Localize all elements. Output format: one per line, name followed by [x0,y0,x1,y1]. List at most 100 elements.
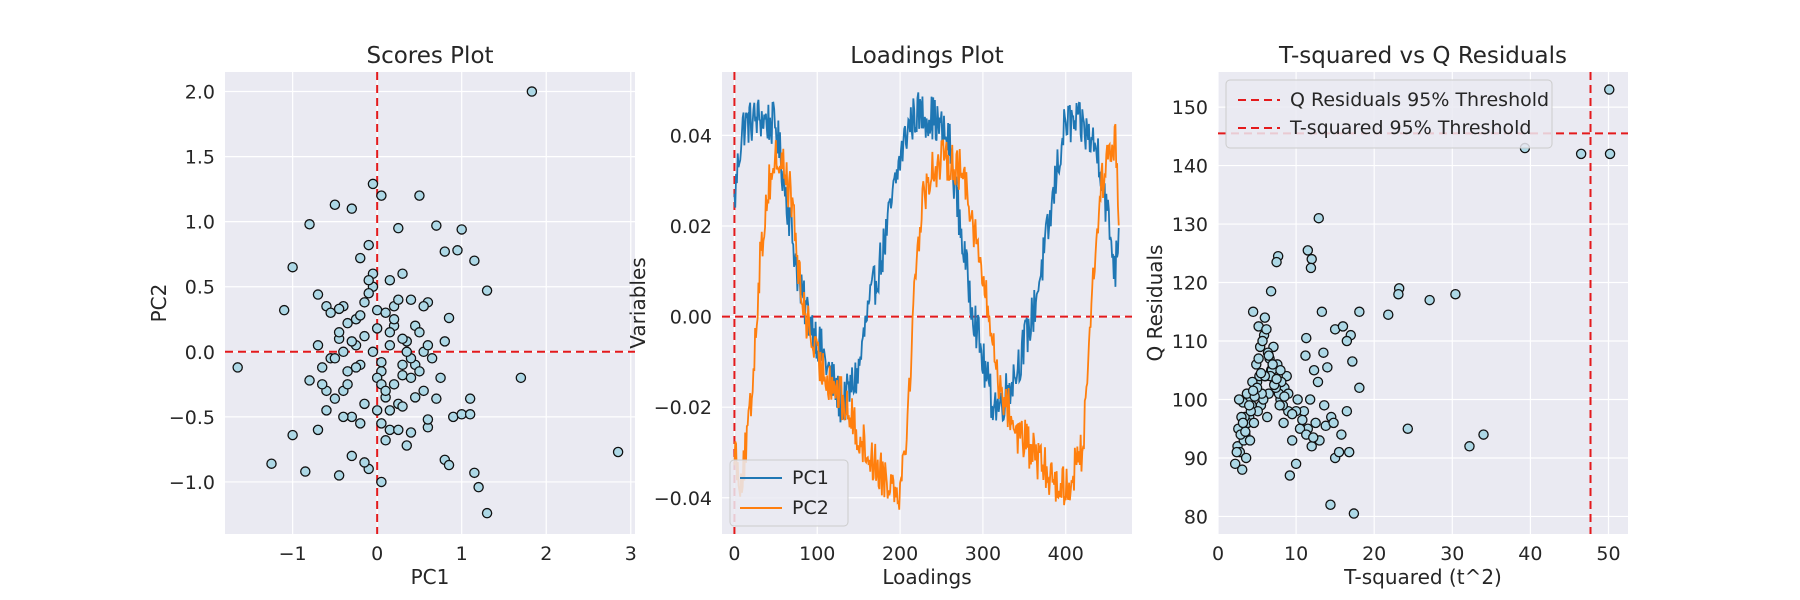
scores-point [409,392,421,403]
scores-point [333,470,345,481]
tsq-q-point [1341,405,1353,417]
scores-point [388,379,400,390]
scores-point [304,375,315,386]
scores-point [312,340,324,351]
scores-point [456,224,467,235]
tsq-q-point [1229,458,1241,470]
legend-pc2-label: PC2 [792,497,829,519]
tsq-q-point [1464,441,1475,452]
tsq-q-point [1286,408,1298,420]
scores-point [481,285,493,296]
tsq-q-point [1300,350,1311,361]
tsq-q-point [1237,417,1249,429]
scores-point [278,304,290,316]
tsq-q-point [1297,414,1308,426]
tsq-q-plot-title: T-squared vs Q Residuals [1278,43,1567,69]
tsq-q-point [1300,332,1312,344]
scores-point [422,414,434,425]
loadings-legend-box [729,459,849,527]
scores-plot-reference-lines [225,72,635,534]
tsq-q-point [1354,382,1365,394]
tsq-q-point [1247,385,1259,396]
tsq-q-x-tick-label: 30 [1440,543,1464,565]
scores-point [439,336,451,347]
tsq-q-x-tick-label: 40 [1518,543,1542,565]
tsq-q-plot-y-ticks: 80 90 100 110 120 130 140 150 [1172,97,1208,528]
legend-q-threshold-label: Q Residuals 95% Threshold [1290,89,1549,111]
scores-point [526,86,538,97]
tsq-q-point [1247,306,1259,318]
tsq-q-point [1265,286,1277,297]
tsq-q-plot-x-axis-label: T-squared (t^2) [1343,565,1502,589]
scores-point [397,359,408,371]
tsq-q-plot-y-axis-label: Q Residuals [1143,245,1167,362]
scores-point [359,330,370,342]
scores-point [346,336,358,347]
scores-point [316,362,328,373]
tsq-q-point [1336,429,1347,440]
loadings-y-tick-label: −0.02 [654,397,712,419]
scores-point [447,411,459,423]
scores-point [367,346,379,358]
scores-point [287,261,298,273]
tsq-q-point [1243,400,1255,411]
scores-point [342,317,353,329]
scores-point [380,307,391,319]
scores-point [405,427,417,438]
scores-y-tick-label: 2.0 [185,82,215,104]
tsq-q-point [1286,435,1298,446]
scores-point [388,314,400,325]
tsq-q-point [1305,262,1317,274]
tsq-q-point [1248,417,1260,429]
tsq-q-point [1290,458,1302,470]
scores-point [376,190,387,201]
tsq-q-point [1318,400,1330,411]
tsq-q-point [1292,394,1303,405]
scores-point [380,435,391,446]
tsq-q-point [1255,367,1267,379]
tsq-q-point [1347,356,1358,367]
tsq-q-point [1382,309,1394,320]
scores-plot-x-axis-label: PC1 [411,565,450,589]
scores-y-tick-label: −0.5 [169,407,215,429]
tsq-q-point [1236,464,1248,475]
tsq-q-point [1604,148,1616,160]
scores-point [371,304,383,316]
loadings-plot-series [733,92,1120,510]
loadings-x-tick-label: 400 [1048,543,1084,565]
tsq-q-point [1275,365,1286,376]
scores-plot-title: Scores Plot [366,43,493,69]
scores-point [363,239,374,251]
tsq-q-point [1284,470,1296,481]
scores-point [418,385,429,397]
legend-t2-threshold-label: T-squared 95% Threshold [1289,117,1531,139]
loadings-y-tick-label: −0.04 [654,488,712,510]
scores-point [376,418,387,429]
scores-point [355,418,366,429]
scores-point [329,199,341,210]
tsq-q-point [1424,294,1435,306]
tsq-q-point [1604,84,1615,95]
scores-point [346,450,358,462]
scores-plot-points [232,86,624,519]
scores-point [443,459,455,471]
loadings-plot-area [722,72,1132,534]
scores-point [321,405,332,416]
scores-x-tick-label: 2 [540,543,552,565]
tsq-q-point [1261,411,1273,423]
scores-point [414,190,425,201]
tsq-q-point [1312,376,1324,388]
loadings-plot-y-axis-label: Variables [626,257,650,348]
scores-point [405,372,417,384]
scores-point [464,409,476,420]
scores-point [435,372,446,384]
scores-x-tick-label: −1 [279,543,307,565]
loadings-plot-legend: PC1 PC2 [729,459,849,527]
scores-point [401,346,413,358]
tsq-q-point [1341,335,1353,347]
scores-y-tick-label: 1.0 [185,212,215,234]
scores-point [401,440,413,451]
scores-point [371,405,383,416]
scores-point [384,405,396,416]
